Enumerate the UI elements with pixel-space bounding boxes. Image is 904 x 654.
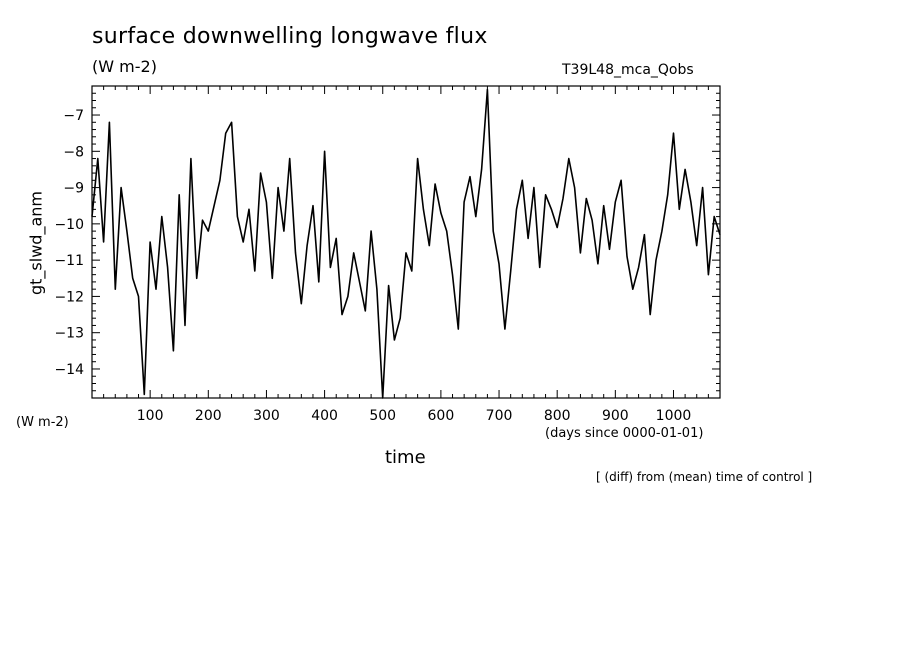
x-tick-label: 800 <box>544 408 571 424</box>
x-tick-label: 500 <box>369 408 396 424</box>
chart-title: surface downwelling longwave flux <box>92 24 488 49</box>
diff-note: [ (diff) from (mean) time of control ] <box>596 470 813 484</box>
x-tick-label: 1000 <box>656 408 692 424</box>
y-tick-label: −13 <box>54 326 84 342</box>
x-tick-label: 600 <box>428 408 455 424</box>
y-tick-label: −10 <box>54 217 84 233</box>
run-label: T39L48_mca_Qobs <box>562 62 694 78</box>
y-tick-label: −12 <box>54 289 84 305</box>
tick-labels: 100 200 300 400 500 600 700 800 900 1000 −7 −8 −9 −10… <box>54 108 691 424</box>
y-tick-label: −9 <box>63 181 84 197</box>
x-tick-label: 200 <box>195 408 222 424</box>
x-tick-label: 400 <box>311 408 338 424</box>
y-tick-label: −7 <box>63 108 84 124</box>
units-top-label: (W m-2) <box>92 57 157 76</box>
x-tick-label: 900 <box>602 408 629 424</box>
series-line <box>91 88 721 399</box>
x-tick-label: 100 <box>137 408 164 424</box>
y-tick-label: −11 <box>54 253 84 269</box>
units-left-label: (W m-2) <box>16 415 69 430</box>
y-tick-label: −8 <box>63 144 84 160</box>
x-tick-label: 300 <box>253 408 280 424</box>
x-axis-units-label: (days since 0000-01-01) <box>545 426 704 441</box>
x-axis-label: time <box>385 447 426 468</box>
axis-ticks <box>92 85 720 399</box>
x-tick-label: 700 <box>486 408 513 424</box>
y-tick-label: −14 <box>54 362 84 378</box>
